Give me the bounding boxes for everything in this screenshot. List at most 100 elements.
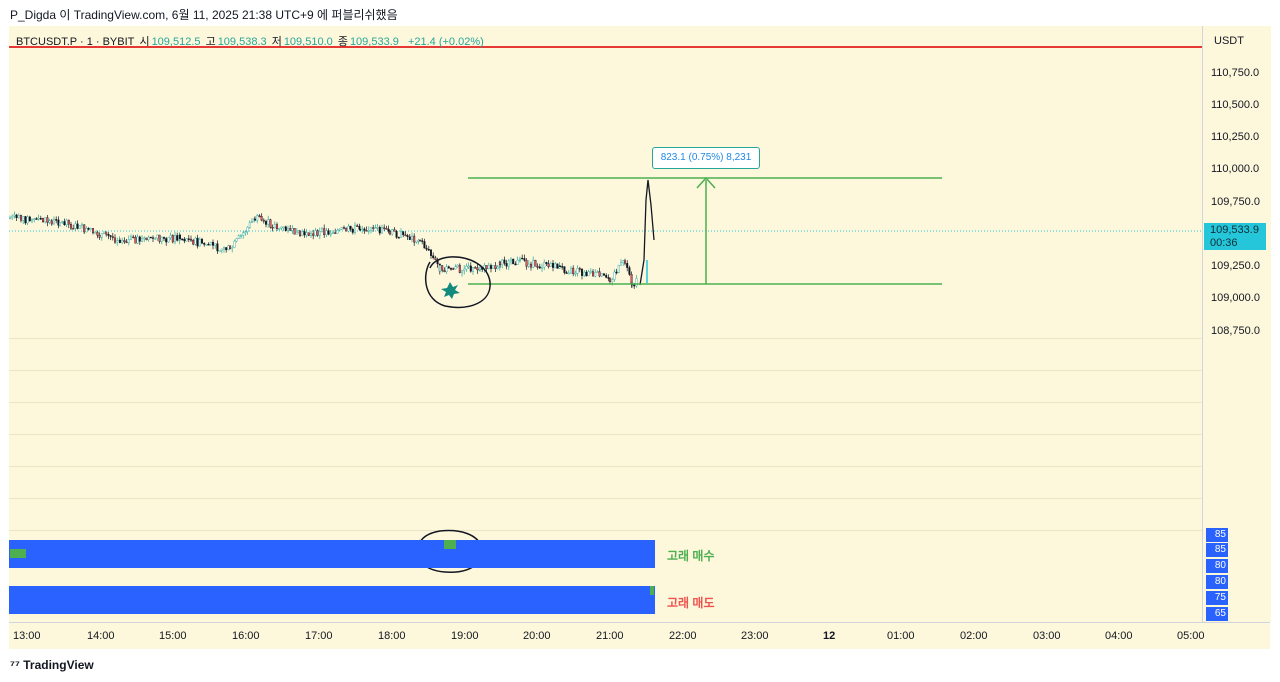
candle-body [33,218,36,220]
candle-body [363,228,366,231]
candle-body [203,242,206,245]
candle-body [55,219,58,221]
low-label: 저 [271,36,282,48]
candle-body [521,257,524,260]
candle-body [305,232,308,236]
candle-body [123,240,126,243]
candle-body [463,268,466,272]
candle-body [476,267,479,271]
candle-body [312,233,315,236]
candle-body [42,218,45,223]
candle-body [554,263,557,268]
candle-body [338,229,341,231]
candle-body [149,236,152,239]
candle-body [187,238,190,240]
candle-body [271,227,274,229]
candle-body [376,227,379,229]
currency-label[interactable]: USDT [1214,35,1244,47]
whale-sell-band [9,586,655,614]
candle-body [246,226,249,232]
candle-body [227,245,230,251]
candle-body [253,218,256,221]
price-tick: 108,750.0 [1211,325,1260,337]
candle-body [415,240,418,243]
candle-body [485,265,488,270]
candle-body [439,265,442,272]
candle-body [63,221,66,226]
time-axis[interactable] [9,622,1270,649]
candle-body [494,265,497,269]
candle-body [532,260,535,268]
candle-body [118,239,121,243]
price-tick: 109,250.0 [1211,260,1260,272]
candle-body [167,237,170,243]
candle-body [585,271,588,277]
candle-body [567,272,570,275]
candle-body [432,255,435,258]
candle-body [26,216,29,224]
candle-body [244,231,247,233]
candle-body [200,238,203,244]
candle-body [345,227,348,232]
candle-body [11,215,14,219]
whale-buy-label: 고래 매수 [667,549,715,563]
time-tick: 04:00 [1105,630,1133,642]
candle-body [20,215,23,221]
candle-body [374,227,377,229]
indicator-tick: 85 [1206,528,1228,542]
indicator-tick: 75 [1206,591,1228,605]
high-label: 고 [205,36,216,48]
candle-body [222,247,225,250]
candle-body [136,236,139,244]
candle-body [501,259,504,266]
horizontal-price-line[interactable] [9,46,1202,48]
candle-body [336,229,339,234]
gridline [9,530,1202,531]
signal-marker [441,282,460,299]
buy-signal-block [10,549,26,558]
time-tick: 22:00 [669,630,697,642]
time-tick: 16:00 [232,630,260,642]
candle-body [258,215,261,217]
candle-body [273,224,276,229]
time-tick-day: 12 [823,630,836,642]
close-label: 종 [337,36,348,48]
candle-body [239,235,242,237]
candle-body [303,231,306,236]
symbol-legend[interactable]: BTCUSDT.P · 1 · BYBIT 시 109,512.5 고 109,53… [16,33,486,49]
candle-body [156,234,159,239]
candle-body [44,217,47,223]
candle-body [592,271,595,277]
candle-body [138,236,141,242]
gridline [9,370,1202,371]
candle-body [408,236,411,240]
candle-body [411,235,414,240]
candle-body [425,247,428,250]
candle-body [85,227,88,233]
candlesticks [8,211,638,289]
candle-body [176,235,179,241]
candle-body [105,231,108,235]
candle-body [87,227,90,230]
candle-body [545,262,548,264]
candle-body [129,236,132,240]
high-value: 109,538.3 [217,36,267,48]
candle-body [28,216,31,222]
candle-body [365,230,368,232]
change-value: +21.4 (+0.02%) [407,36,484,48]
tradingview-logo[interactable]: ⁷⁷ TradingView [10,658,94,672]
candle-body [321,228,324,232]
candle-body [96,232,99,236]
candle-body [295,231,298,235]
annotation-circle [424,256,491,309]
price-axis[interactable] [1202,26,1271,622]
candle-body [116,240,119,243]
symbol-name[interactable]: BTCUSDT.P · 1 · BYBIT [16,36,135,48]
candle-body [13,214,16,217]
gridline [9,466,1202,467]
candle-body [600,273,603,277]
whale-buy-band [9,540,655,568]
candle-body [50,220,53,225]
time-tick: 02:00 [960,630,988,642]
candle-body [441,265,444,271]
